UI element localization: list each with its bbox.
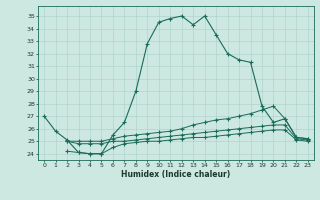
X-axis label: Humidex (Indice chaleur): Humidex (Indice chaleur): [121, 170, 231, 179]
